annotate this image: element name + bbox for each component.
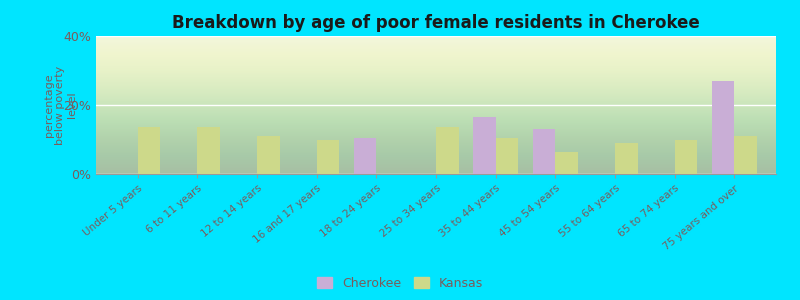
Bar xyxy=(711,81,734,174)
Bar xyxy=(615,143,638,174)
Legend: Cherokee, Kansas: Cherokee, Kansas xyxy=(314,273,486,294)
Bar xyxy=(473,117,496,174)
Bar xyxy=(555,152,578,174)
Bar xyxy=(317,140,339,174)
Bar xyxy=(354,138,376,174)
Bar xyxy=(257,136,280,174)
Title: Breakdown by age of poor female residents in Cherokee: Breakdown by age of poor female resident… xyxy=(172,14,700,32)
Bar xyxy=(533,129,555,174)
Bar xyxy=(436,128,458,174)
Bar xyxy=(496,138,518,174)
Bar xyxy=(138,128,161,174)
Bar xyxy=(674,140,698,174)
Bar xyxy=(198,128,220,174)
Y-axis label: percentage
below poverty
level: percentage below poverty level xyxy=(44,65,77,145)
Bar xyxy=(734,136,757,174)
